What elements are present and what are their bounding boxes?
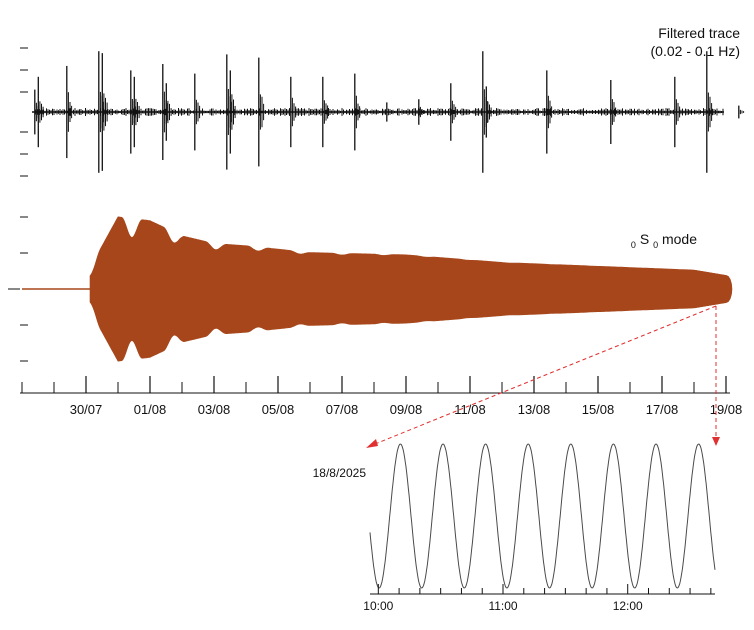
filtered-trace-event (610, 80, 617, 144)
mode-title-post: mode (662, 231, 697, 247)
inset-date-label: 18/8/2025 (313, 466, 367, 480)
mode-oscillation-area (89, 216, 733, 362)
date-axis-major-ticks (85, 376, 727, 393)
inset-time-tick-label: 12:00 (613, 599, 643, 613)
inset-sine-trace (369, 443, 716, 589)
zoom-connector (366, 305, 720, 448)
date-axis-tick-label: 15/08 (582, 402, 615, 417)
filtered-trace-event (133, 76, 140, 148)
inset-time-tick-labels: 10:00 11:00 12:00 (363, 599, 643, 613)
inset-time-ticks (377, 584, 712, 594)
zoom-arrow-left (369, 305, 717, 447)
filtered-trace-event (546, 70, 553, 154)
filtered-trace-event (450, 83, 457, 141)
filtered-trace-panel: Filtered trace (0.02 - 0.1 Hz) (20, 25, 745, 177)
filtered-trace-title: Filtered trace (658, 25, 740, 41)
filtered-trace-event (101, 53, 108, 171)
filtered-trace-event (354, 73, 361, 151)
date-axis-tick-label: 09/08 (390, 402, 423, 417)
filtered-trace-event (229, 70, 236, 154)
filtered-trace-event (66, 65, 73, 159)
date-axis-tick-label: 03/08 (198, 402, 231, 417)
filtered-trace-event (322, 76, 329, 148)
mode-title-pre: 0 (631, 240, 636, 250)
filtered-trace-events (34, 51, 745, 173)
filtered-trace-event (485, 86, 492, 138)
filtered-trace-event (386, 102, 393, 122)
filtered-trace-event (290, 76, 297, 148)
filtered-trace-event (194, 73, 201, 151)
inset-time-tick-label: 11:00 (488, 599, 517, 613)
filtered-trace-event (706, 51, 713, 173)
date-axis-tick-labels: 30/07 01/08 03/08 05/08 07/08 09/08 11/08 13/08… (70, 402, 743, 417)
mode-title-sub: 0 (653, 240, 658, 250)
date-axis-tick-label: 30/07 (70, 402, 103, 417)
mode-title-letter: S (640, 231, 649, 247)
filtered-trace-event (674, 76, 681, 148)
mode-y-ticks (8, 216, 28, 362)
mode-title: 0 S 0 mode (631, 231, 697, 251)
filtered-trace-y-ticks (20, 47, 28, 177)
inset-time-tick-label: 10:00 (363, 599, 393, 613)
date-axis-tick-label: 01/08 (134, 402, 167, 417)
filtered-trace-event (258, 57, 265, 167)
filtered-trace-event (418, 99, 425, 125)
date-axis-minor-ticks (21, 382, 727, 393)
mode-panel: 0 S 0 mode (8, 216, 733, 362)
date-axis-tick-label: 19/08 (710, 402, 743, 417)
zoom-arrowhead-left (366, 439, 378, 448)
date-axis-tick-label: 05/08 (262, 402, 295, 417)
inset-panel: 18/8/2025 10:00 11:00 12:00 (313, 443, 716, 613)
date-axis: 30/07 01/08 03/08 05/08 07/08 09/08 11/08 13/08… (20, 376, 742, 417)
filtered-trace-event (738, 105, 745, 119)
date-axis-tick-label: 17/08 (646, 402, 679, 417)
filtered-trace-subtitle: (0.02 - 0.1 Hz) (651, 43, 740, 59)
filtered-trace-event (165, 83, 172, 141)
zoom-arrowhead-right (712, 437, 720, 446)
filtered-trace-event (37, 76, 44, 148)
date-axis-tick-label: 11/08 (454, 402, 486, 417)
date-axis-tick-label: 07/08 (326, 402, 359, 417)
date-axis-tick-label: 13/08 (518, 402, 551, 417)
